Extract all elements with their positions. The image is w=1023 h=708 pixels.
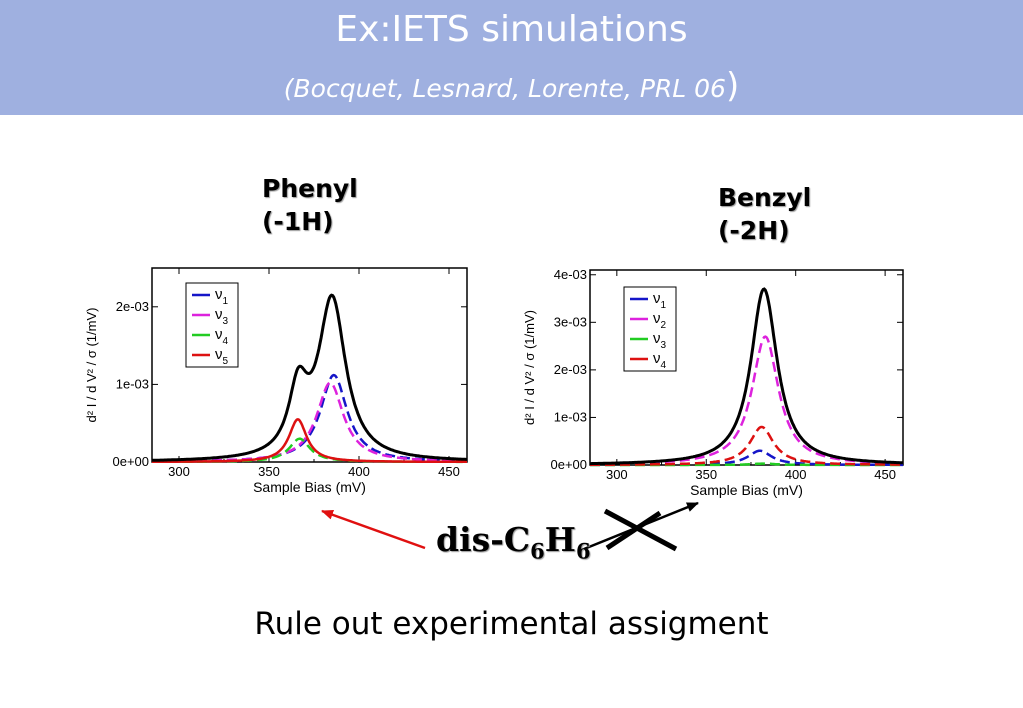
dis-sub-c: 6 bbox=[530, 538, 545, 564]
plot-frame bbox=[151, 267, 468, 463]
y-tick-label: 2e-03 bbox=[554, 362, 587, 377]
title-bar: Ex:IETS simulations (Bocquet, Lesnard, L… bbox=[0, 0, 1023, 115]
x-tick-label: 300 bbox=[168, 464, 190, 479]
x-axis-label: Sample Bias (mV) bbox=[690, 482, 803, 498]
x-tick-label: 300 bbox=[606, 467, 628, 482]
dis-prefix: dis-C bbox=[436, 520, 531, 559]
citation-close-paren: ) bbox=[725, 66, 740, 106]
benzyl-note: (-2H) bbox=[718, 216, 790, 245]
x-tick-label: 450 bbox=[874, 467, 896, 482]
series-line bbox=[152, 417, 467, 464]
benzyl-label: Benzyl (-2H) bbox=[718, 181, 811, 247]
x-tick-label: 450 bbox=[438, 464, 460, 479]
y-tick-label: 2e-03 bbox=[116, 299, 149, 314]
legend-box bbox=[623, 286, 677, 372]
x-tick-label: 400 bbox=[785, 467, 807, 482]
red-arrow bbox=[321, 509, 426, 550]
y-tick-label: 1e-03 bbox=[116, 376, 149, 391]
phenyl-name: Phenyl bbox=[262, 174, 358, 203]
x-tick-label: 350 bbox=[695, 467, 717, 482]
x-axis-label: Sample Bias (mV) bbox=[253, 479, 366, 495]
phenyl-chart: 300 350 400 450 0e+00 1e-03 2e-03 Sample Bias (… bbox=[84, 267, 468, 495]
legend-box bbox=[185, 282, 239, 368]
y-axis-label: d² I / d V² / σ (1/mV) bbox=[522, 310, 537, 425]
citation-text: (Bocquet, Lesnard, Lorente, PRL 06 bbox=[283, 74, 726, 103]
total-line bbox=[152, 293, 467, 462]
y-tick-label: 4e-03 bbox=[554, 267, 587, 282]
benzyl-chart: 300 350 400 450 0e+00 1e-03 2e-03 3e-03 4e-03 Sam… bbox=[522, 267, 904, 498]
x-tick-label: 400 bbox=[348, 464, 370, 479]
slide-title: Ex:IETS simulations bbox=[335, 9, 688, 50]
y-tick-label: 0e+00 bbox=[550, 457, 587, 472]
phenyl-label: Phenyl (-1H) bbox=[262, 172, 358, 238]
benzyl-name: Benzyl bbox=[718, 183, 812, 212]
y-tick-label: 3e-03 bbox=[554, 314, 587, 329]
x-tick-label: 350 bbox=[258, 464, 280, 479]
cross-out-mark bbox=[603, 508, 678, 552]
y-tick-label: 0e+00 bbox=[112, 454, 149, 469]
phenyl-note: (-1H) bbox=[262, 207, 334, 236]
dis-h: H bbox=[544, 520, 576, 559]
series-line bbox=[590, 425, 903, 466]
series-line bbox=[151, 381, 467, 463]
dis-c6h6-label: dis-C6H6 bbox=[436, 520, 591, 564]
slide-subtitle: (Bocquet, Lesnard, Lorente, PRL 06) bbox=[0, 66, 1023, 106]
total-line bbox=[590, 287, 904, 466]
conclusion-text: Rule out experimental assigment bbox=[254, 606, 769, 642]
y-tick-label: 1e-03 bbox=[554, 409, 587, 424]
dis-sub-h: 6 bbox=[575, 538, 591, 564]
y-axis-label: d² I / d V² / σ (1/mV) bbox=[84, 308, 99, 423]
